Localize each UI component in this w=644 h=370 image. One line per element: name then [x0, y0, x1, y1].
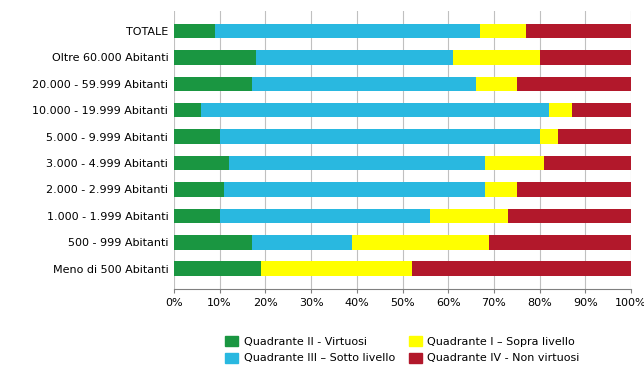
Bar — [174, 77, 252, 91]
Bar — [572, 103, 631, 118]
Bar — [252, 77, 476, 91]
Bar — [174, 130, 220, 144]
Bar — [174, 156, 229, 170]
Bar — [174, 182, 224, 197]
Bar — [252, 235, 352, 250]
Bar — [412, 262, 631, 276]
Bar — [549, 103, 572, 118]
Bar — [229, 156, 485, 170]
Bar — [224, 182, 485, 197]
Bar — [526, 24, 631, 38]
Bar — [507, 209, 631, 223]
Bar — [261, 262, 412, 276]
Bar — [202, 103, 549, 118]
Bar — [174, 50, 256, 65]
Bar — [489, 235, 631, 250]
Bar — [215, 24, 480, 38]
Bar — [174, 24, 215, 38]
Bar — [485, 182, 516, 197]
Bar — [480, 24, 526, 38]
Bar — [430, 209, 507, 223]
Bar — [453, 50, 540, 65]
Bar — [540, 50, 631, 65]
Bar — [174, 103, 202, 118]
Bar — [516, 77, 631, 91]
Bar — [174, 209, 220, 223]
Bar — [256, 50, 453, 65]
Legend: Quadrante II - Virtuosi, Quadrante III – Sotto livello, Quadrante I – Sopra live: Quadrante II - Virtuosi, Quadrante III –… — [222, 333, 583, 367]
Bar — [352, 235, 489, 250]
Bar — [516, 182, 631, 197]
Bar — [485, 156, 544, 170]
Bar — [174, 262, 261, 276]
Bar — [220, 209, 430, 223]
Bar — [544, 156, 631, 170]
Bar — [220, 130, 540, 144]
Bar — [540, 130, 558, 144]
Bar — [558, 130, 631, 144]
Bar — [174, 235, 252, 250]
Bar — [476, 77, 516, 91]
